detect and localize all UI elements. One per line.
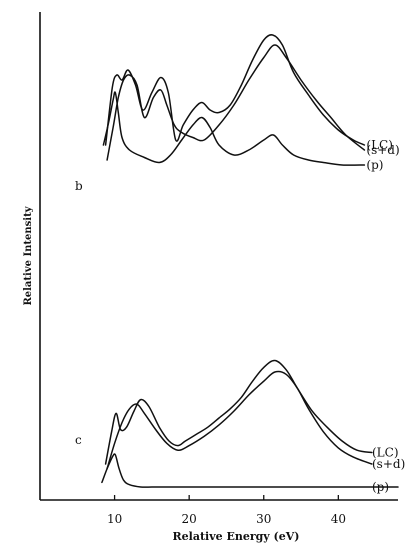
x-axis-label: Relative Energy (eV) [173,530,300,543]
series-label-c-0: (LC) [372,446,399,460]
series-line-c-0 [104,359,373,465]
series-label-c-1: (s+d) [372,457,405,471]
series-line-b-2 [102,91,366,166]
x-tick-label: 40 [331,512,346,526]
series-line-c-1 [106,370,373,470]
series-label-b-0: (LC) [366,138,393,152]
series-label-b-1: (s+d) [366,143,399,157]
panels: b(LC)(s+d)(p)c(LC)(s+d)(p) [75,34,405,494]
panel-label: b [75,179,83,193]
panel-label: c [75,433,82,447]
y-axis-label: Relative Intensity [23,205,34,305]
series-line-c-2 [101,453,399,488]
series-label-b-2: (p) [366,158,383,172]
series-line-b-0 [104,34,366,146]
x-ticks: 10 20 30 40 [107,495,346,526]
panel-b: b (LC)(s+d)(p) [75,34,400,193]
x-tick-label: 10 [107,512,122,526]
x-tick-label: 30 [256,512,271,526]
x-tick-label: 20 [182,512,197,526]
series-line-b-1 [106,44,366,161]
series-label-c-2: (p) [372,480,389,494]
panel-c: c (LC)(s+d) (p) [75,359,405,494]
